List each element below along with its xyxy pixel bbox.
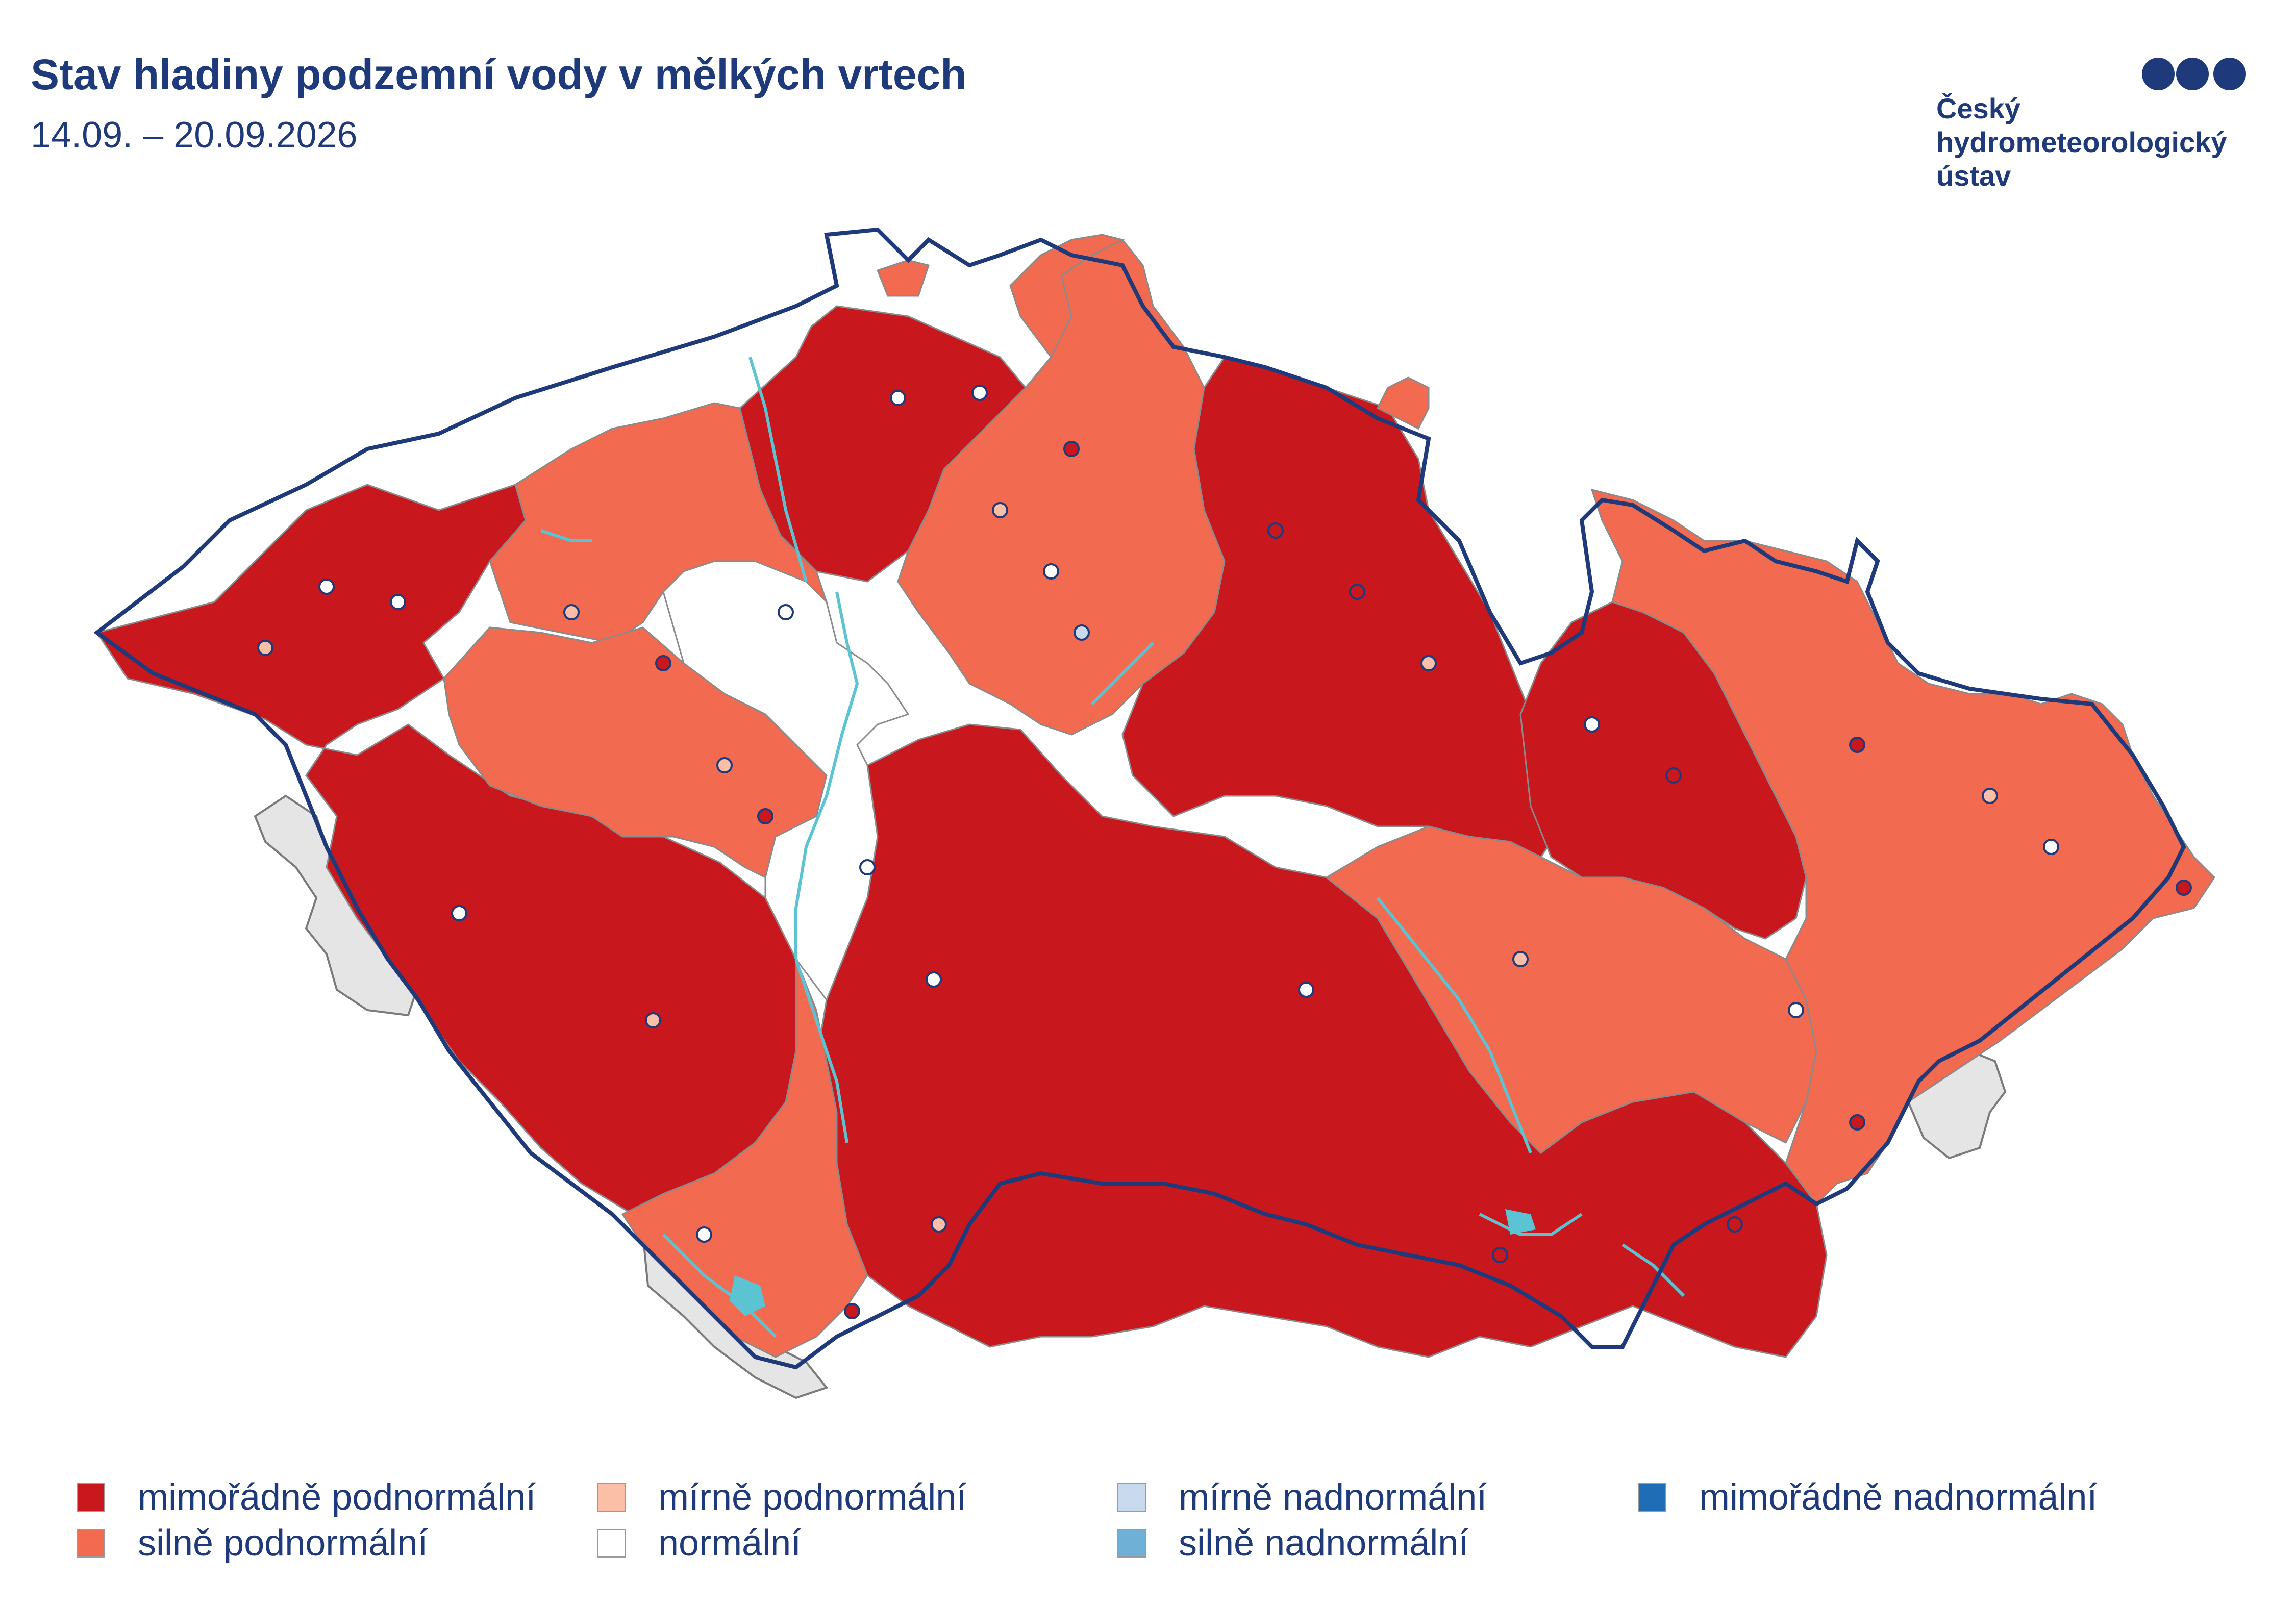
map-legend: mimořádně podnormální silně podnormální … (77, 1477, 2245, 1589)
legend-label: silně nadnormální (1179, 1523, 1469, 1564)
legend-swatch (597, 1529, 626, 1558)
state-border (93, 227, 2186, 1370)
logo-line-1: Český (1936, 92, 2021, 124)
legend-item: silně podnormální (77, 1523, 428, 1564)
legend-item: mírně nadnormální (1117, 1477, 1487, 1518)
groundwater-map (93, 227, 2215, 1399)
legend-label: mimořádně podnormální (138, 1477, 536, 1518)
legend-swatch (597, 1483, 626, 1512)
chmi-logo: Český hydrometeorologický ústav (1936, 56, 2273, 192)
legend-label: normální (658, 1523, 802, 1564)
legend-swatch (1638, 1483, 1666, 1512)
logo-line-3: ústav (1936, 160, 2011, 192)
legend-item: normální (597, 1523, 801, 1564)
rivers (540, 357, 1685, 1338)
legend-label: mírně podnormální (658, 1477, 967, 1518)
legend-swatch (77, 1483, 105, 1512)
legend-item: mírně podnormální (597, 1477, 966, 1518)
legend-item: silně nadnormální (1117, 1523, 1468, 1564)
legend-label: mimořádně nadnormální (1699, 1477, 2098, 1518)
legend-label: mírně nadnormální (1179, 1477, 1487, 1518)
legend-swatch (1117, 1529, 1146, 1558)
lake (730, 1275, 765, 1316)
chmi-logo-text: Český hydrometeorologický ústav (1936, 92, 2227, 193)
legend-swatch (1117, 1483, 1146, 1512)
chmi-dots-icon (2142, 58, 2246, 90)
legend-label: silně podnormální (138, 1523, 428, 1564)
legend-item: mimořádně podnormální (77, 1477, 536, 1518)
region-silne-podnormalni (443, 234, 2215, 1358)
legend-item: mimořádně nadnormální (1638, 1477, 2097, 1518)
map-title: Stav hladiny podzemní vody v mělkých vrt… (31, 51, 967, 98)
region-mimoradne-podnormalni (95, 305, 1828, 1358)
lake (1505, 1209, 1536, 1235)
well-markers (257, 385, 2192, 1319)
map-date-range: 14.09. – 20.09.2026 (31, 115, 358, 156)
legend-swatch (77, 1529, 105, 1558)
logo-line-2: hydrometeorologický (1936, 126, 2227, 158)
